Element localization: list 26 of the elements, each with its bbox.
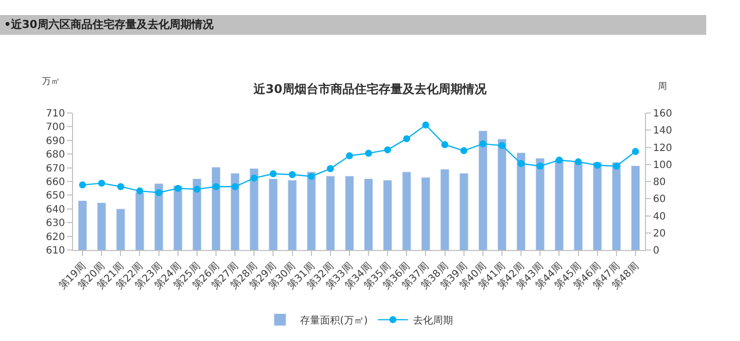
y2-tick-label: 160 <box>653 108 672 120</box>
legend-label: 存量面积(万㎡) <box>300 314 368 327</box>
y2-tick-label: 60 <box>653 194 666 206</box>
y2-tick-label: 140 <box>653 126 672 137</box>
y2-tick-label: 0 <box>653 246 660 256</box>
y2-tick-label: 100 <box>653 160 672 171</box>
y2-tick-label: 80 <box>653 177 666 188</box>
y-tick-label: 610 <box>46 246 65 256</box>
y2-tick-label: 120 <box>653 142 672 154</box>
y-tick-label: 700 <box>46 122 65 134</box>
text: •近30周六区商品住宅存量及去化周期情况 <box>4 18 214 31</box>
y-tick-label: 670 <box>46 163 65 174</box>
legend-label: 去化周期 <box>412 314 453 327</box>
y-tick-label: 710 <box>46 108 65 120</box>
y-tick-label: 620 <box>46 232 65 243</box>
y-tick-label: 690 <box>46 136 65 147</box>
y-tick-label: 660 <box>46 177 65 188</box>
y2-tick-label: 20 <box>653 228 666 240</box>
y-tick-label: 630 <box>46 218 65 230</box>
y2-axis-title: 周 <box>658 81 667 92</box>
y2-tick-label: 40 <box>653 211 666 222</box>
chart-title: 近30周烟台市商品住宅存量及去化周期情况 <box>252 82 488 96</box>
y-tick-label: 640 <box>46 204 65 216</box>
y-axis-title: 万㎡ <box>42 77 60 87</box>
y-tick-label: 680 <box>46 150 65 161</box>
y-tick-label: 650 <box>46 190 65 202</box>
